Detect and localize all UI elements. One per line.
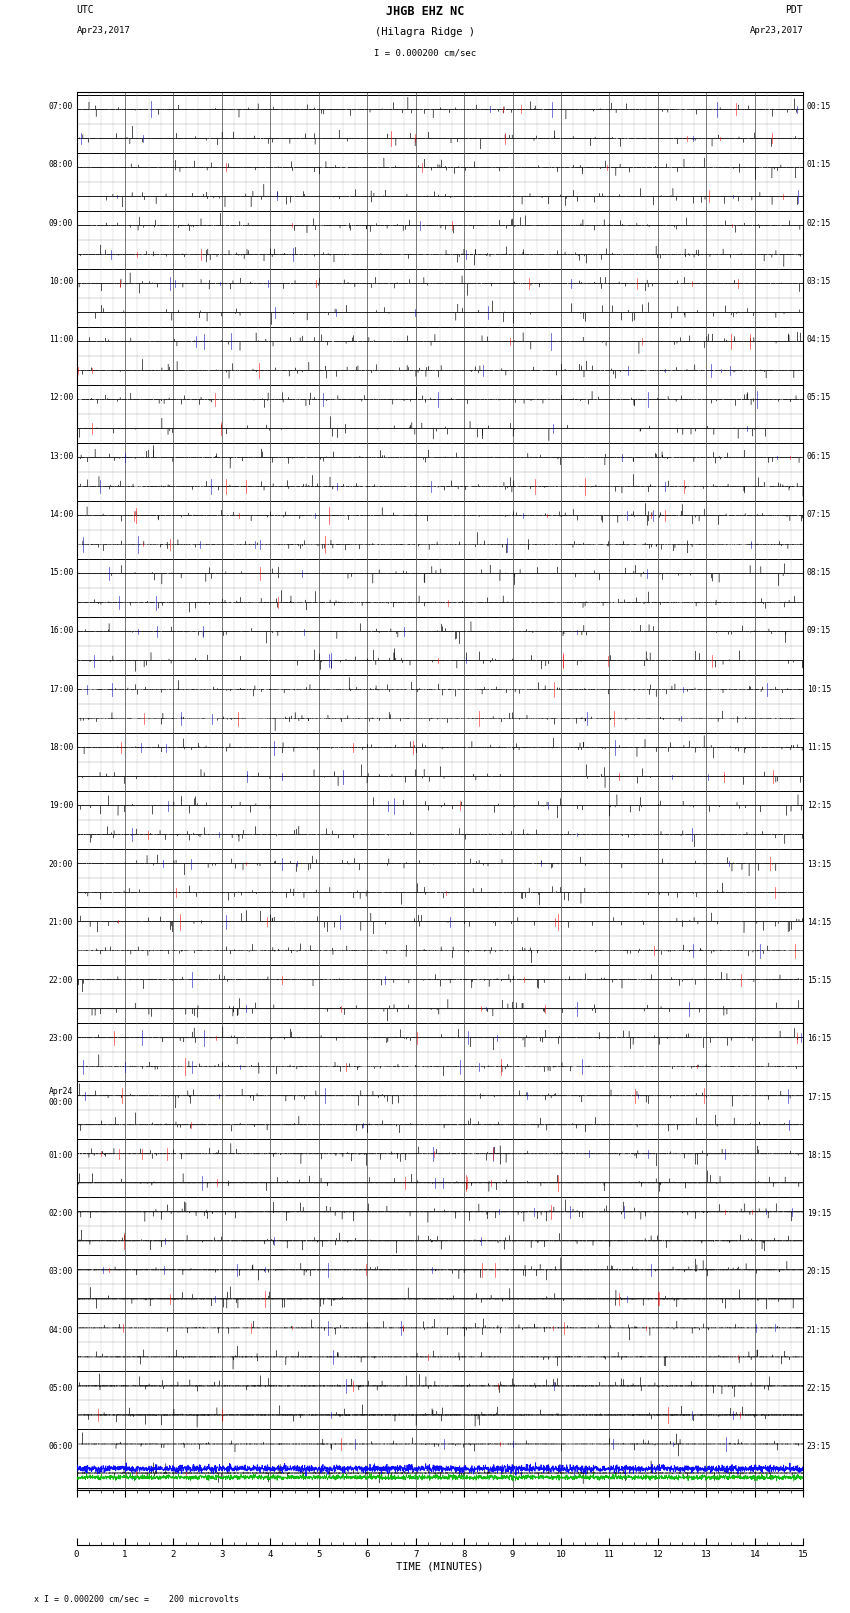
Text: 01:15: 01:15 bbox=[807, 160, 831, 169]
Text: 14:15: 14:15 bbox=[807, 918, 831, 927]
Text: 16:00: 16:00 bbox=[48, 626, 73, 636]
Text: (Hilagra Ridge ): (Hilagra Ridge ) bbox=[375, 27, 475, 37]
Text: 10:15: 10:15 bbox=[807, 684, 831, 694]
Text: 12:15: 12:15 bbox=[807, 802, 831, 810]
Text: 13:00: 13:00 bbox=[48, 452, 73, 461]
Text: 17:15: 17:15 bbox=[807, 1092, 831, 1102]
Text: 09:00: 09:00 bbox=[48, 218, 73, 227]
Text: UTC: UTC bbox=[76, 5, 94, 15]
Text: 05:15: 05:15 bbox=[807, 394, 831, 402]
Text: 20:15: 20:15 bbox=[807, 1268, 831, 1276]
Text: 01:00: 01:00 bbox=[48, 1150, 73, 1160]
Text: 07:00: 07:00 bbox=[48, 102, 73, 111]
Text: 11:00: 11:00 bbox=[48, 336, 73, 344]
Text: 15:15: 15:15 bbox=[807, 976, 831, 986]
Text: 18:15: 18:15 bbox=[807, 1150, 831, 1160]
Text: 12:00: 12:00 bbox=[48, 394, 73, 402]
Text: JHGB EHZ NC: JHGB EHZ NC bbox=[386, 5, 464, 18]
Text: 14:00: 14:00 bbox=[48, 510, 73, 519]
Text: 02:15: 02:15 bbox=[807, 218, 831, 227]
Text: 17:00: 17:00 bbox=[48, 684, 73, 694]
Text: 15:00: 15:00 bbox=[48, 568, 73, 577]
Text: 16:15: 16:15 bbox=[807, 1034, 831, 1044]
Text: 19:15: 19:15 bbox=[807, 1210, 831, 1218]
Text: 03:15: 03:15 bbox=[807, 277, 831, 286]
Text: 06:00: 06:00 bbox=[48, 1442, 73, 1452]
Text: 21:00: 21:00 bbox=[48, 918, 73, 927]
Text: 09:15: 09:15 bbox=[807, 626, 831, 636]
Text: PDT: PDT bbox=[785, 5, 803, 15]
Text: 23:00: 23:00 bbox=[48, 1034, 73, 1044]
Text: 08:00: 08:00 bbox=[48, 160, 73, 169]
Text: 07:15: 07:15 bbox=[807, 510, 831, 519]
Text: Apr23,2017: Apr23,2017 bbox=[750, 26, 803, 35]
Text: x I = 0.000200 cm/sec =    200 microvolts: x I = 0.000200 cm/sec = 200 microvolts bbox=[34, 1594, 239, 1603]
Text: 22:15: 22:15 bbox=[807, 1384, 831, 1394]
Text: Apr24
00:00: Apr24 00:00 bbox=[48, 1087, 73, 1107]
Text: 08:15: 08:15 bbox=[807, 568, 831, 577]
Text: 13:15: 13:15 bbox=[807, 860, 831, 868]
Text: 00:15: 00:15 bbox=[807, 102, 831, 111]
Text: Apr23,2017: Apr23,2017 bbox=[76, 26, 130, 35]
Text: 04:00: 04:00 bbox=[48, 1326, 73, 1334]
X-axis label: TIME (MINUTES): TIME (MINUTES) bbox=[396, 1561, 484, 1573]
Text: 18:00: 18:00 bbox=[48, 744, 73, 752]
Text: 21:15: 21:15 bbox=[807, 1326, 831, 1334]
Text: 03:00: 03:00 bbox=[48, 1268, 73, 1276]
Text: 11:15: 11:15 bbox=[807, 744, 831, 752]
Text: 02:00: 02:00 bbox=[48, 1210, 73, 1218]
Text: 19:00: 19:00 bbox=[48, 802, 73, 810]
Text: 20:00: 20:00 bbox=[48, 860, 73, 868]
Text: 04:15: 04:15 bbox=[807, 336, 831, 344]
Text: 22:00: 22:00 bbox=[48, 976, 73, 986]
Text: 10:00: 10:00 bbox=[48, 277, 73, 286]
Text: 06:15: 06:15 bbox=[807, 452, 831, 461]
Text: 23:15: 23:15 bbox=[807, 1442, 831, 1452]
Text: 05:00: 05:00 bbox=[48, 1384, 73, 1394]
Text: I = 0.000200 cm/sec: I = 0.000200 cm/sec bbox=[374, 48, 476, 58]
